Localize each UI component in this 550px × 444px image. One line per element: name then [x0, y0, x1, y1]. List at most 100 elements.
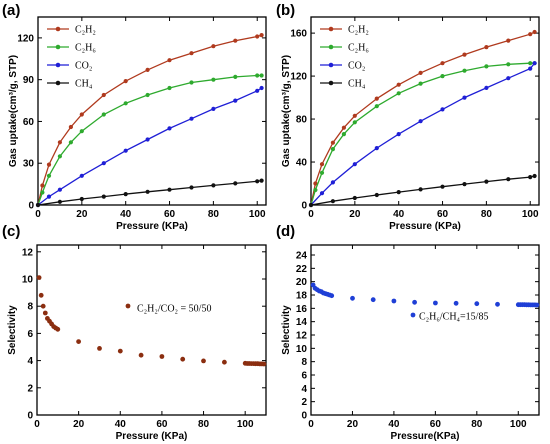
series-3: [308, 173, 537, 208]
data-point: [330, 199, 335, 204]
x-tick-label: 80: [198, 419, 210, 430]
y-tick-label: 22: [296, 264, 308, 275]
data-point: [352, 162, 357, 167]
data-point: [79, 196, 84, 202]
data-point: [506, 38, 511, 43]
data-point: [528, 61, 533, 66]
data-point: [211, 183, 216, 188]
legend-label: CO₂: [348, 61, 365, 72]
y-tick-label: 0: [301, 201, 307, 212]
data-point: [391, 298, 397, 304]
legend-entry: C₂H₆: [47, 43, 96, 54]
series-0: [310, 282, 540, 308]
data-point: [222, 359, 227, 365]
legend-marker: [328, 44, 334, 50]
series-0: [308, 29, 537, 208]
data-point: [97, 346, 102, 351]
data-point: [255, 73, 260, 78]
legend-entry: CH₄: [47, 79, 93, 90]
series-0: [35, 33, 264, 208]
data-point: [462, 95, 467, 100]
data-point: [68, 140, 73, 145]
data-point: [484, 64, 489, 69]
data-point: [145, 189, 150, 194]
legend-marker: [55, 80, 61, 86]
legend-entry: CO₂: [320, 61, 365, 72]
y-tick-label: 2: [301, 397, 307, 408]
data-point: [532, 173, 537, 179]
data-point: [167, 58, 172, 63]
y-tick-label: 4: [301, 384, 307, 395]
data-point: [329, 293, 335, 299]
data-point: [330, 147, 335, 152]
y-axis-title: Selectivity: [7, 305, 18, 355]
legend-label: CO₂: [75, 61, 92, 72]
y-tick-label: 12: [296, 331, 308, 342]
data-point: [319, 170, 325, 175]
data-point: [211, 77, 216, 82]
data-point: [440, 74, 445, 79]
data-point: [261, 361, 267, 367]
series-2: [35, 85, 264, 208]
data-point: [189, 51, 194, 56]
panel-d: (d)0 20 40 60 80 100024681012141618202224Pres…: [276, 223, 540, 442]
x-tick-label: 0: [34, 419, 40, 430]
data-point: [123, 148, 128, 153]
data-point: [36, 275, 42, 280]
data-point: [211, 106, 216, 111]
y-axis-title: Selectivity: [281, 305, 292, 355]
data-point: [374, 146, 379, 151]
data-point: [352, 120, 357, 125]
data-point: [189, 116, 194, 121]
data-point: [46, 162, 52, 167]
data-point: [233, 98, 238, 103]
data-point: [433, 300, 438, 306]
data-point: [101, 112, 106, 117]
data-point: [374, 104, 379, 109]
data-point: [255, 179, 260, 184]
legend-marker: [55, 62, 61, 68]
y-tick-label: 2: [27, 383, 33, 394]
y-tick-label: 12: [22, 247, 34, 258]
legend-marker: [328, 26, 334, 32]
x-tick-label: 60: [430, 419, 442, 430]
data-point: [474, 301, 480, 307]
x-tick-label: 20: [349, 209, 361, 220]
data-point: [57, 199, 63, 204]
data-point: [159, 354, 165, 359]
data-point: [506, 62, 511, 67]
data-point: [40, 183, 45, 188]
x-tick-label: 100: [522, 209, 539, 220]
legend-marker: [55, 26, 61, 32]
data-point: [396, 190, 401, 195]
data-point: [495, 301, 500, 307]
legend-label: CH₄: [75, 79, 93, 90]
data-point: [101, 161, 106, 166]
x-tick-label: 40: [393, 209, 405, 220]
legend-label: C₂H₆: [75, 43, 96, 54]
y-tick-label: 90: [23, 75, 35, 86]
legend-marker: [55, 44, 61, 50]
panel-label: (a): [2, 2, 20, 19]
legend-entry: C₂H₆: [320, 43, 369, 54]
data-point: [167, 85, 172, 91]
y-tick-label: 20: [296, 277, 308, 288]
data-point: [55, 326, 61, 332]
data-point: [211, 44, 216, 49]
y-tick-label: 24: [296, 251, 308, 262]
data-point: [484, 85, 489, 90]
y-tick-label: 10: [22, 275, 34, 286]
x-tick-label: 100: [237, 419, 254, 430]
data-point: [101, 194, 106, 199]
data-point: [352, 195, 357, 201]
panel-b: (b) 0 20 40 60 80 100 0 40 80 120 160 Pressure (KPa)…: [276, 2, 540, 232]
data-point: [370, 297, 376, 303]
data-point: [319, 162, 325, 167]
data-point: [532, 61, 537, 66]
series-line: [310, 175, 535, 206]
series-line: [37, 179, 262, 206]
data-point: [319, 191, 325, 196]
y-tick-label: 120: [17, 33, 34, 44]
x-tick-label: 80: [208, 209, 220, 220]
